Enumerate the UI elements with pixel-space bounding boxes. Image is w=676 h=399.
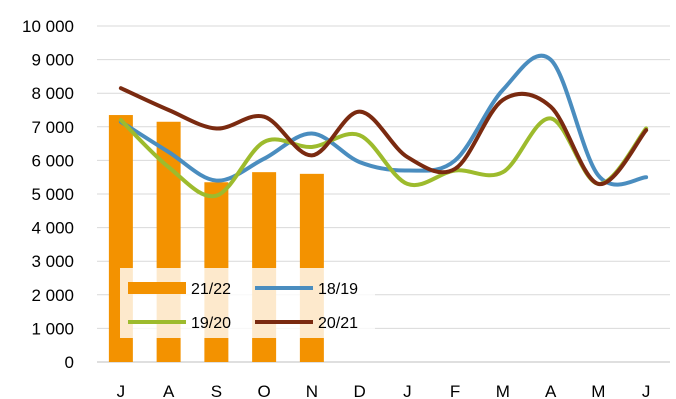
line-series-20-21 <box>118 86 649 186</box>
y-tick-label: 6 000 <box>31 151 74 170</box>
y-tick-label: 0 <box>65 353 74 372</box>
y-tick-label: 5 000 <box>31 185 74 204</box>
x-tick-label: O <box>258 382 271 399</box>
y-tick-label: 2 000 <box>31 286 74 305</box>
y-tick-label: 9 000 <box>31 51 74 70</box>
x-tick-label: F <box>450 382 460 399</box>
y-tick-label: 1 000 <box>31 319 74 338</box>
x-tick-label: M <box>496 382 510 399</box>
y-tick-label: 4 000 <box>31 219 74 238</box>
y-tick-label: 8 000 <box>31 84 74 103</box>
y-tick-label: 10 000 <box>22 17 74 36</box>
y-tick-label: 3 000 <box>31 252 74 271</box>
legend-swatch-21-22 <box>128 282 186 294</box>
legend-box <box>120 268 375 338</box>
legend: 21/22 18/19 19/20 20/21 <box>120 268 375 338</box>
y-tick-labels: 0 1 000 2 000 3 000 4 000 5 000 6 000 7 000 8 00… <box>22 17 74 372</box>
x-tick-label: D <box>353 382 365 399</box>
x-tick-label: M <box>591 382 605 399</box>
legend-label-19-20: 19/20 <box>191 315 231 332</box>
legend-label-20-21: 20/21 <box>318 315 358 332</box>
legend-label-21-22: 21/22 <box>191 281 231 298</box>
x-tick-label: A <box>163 382 175 399</box>
x-tick-label: J <box>642 382 651 399</box>
lines <box>118 53 649 199</box>
x-tick-label: J <box>403 382 412 399</box>
x-tick-label: J <box>117 382 126 399</box>
y-tick-label: 7 000 <box>31 118 74 137</box>
legend-label-18-19: 18/19 <box>318 281 358 298</box>
line-series-18-19 <box>118 53 649 187</box>
x-tick-label: A <box>545 382 557 399</box>
x-tick-label: S <box>211 382 222 399</box>
x-tick-label: N <box>306 382 318 399</box>
